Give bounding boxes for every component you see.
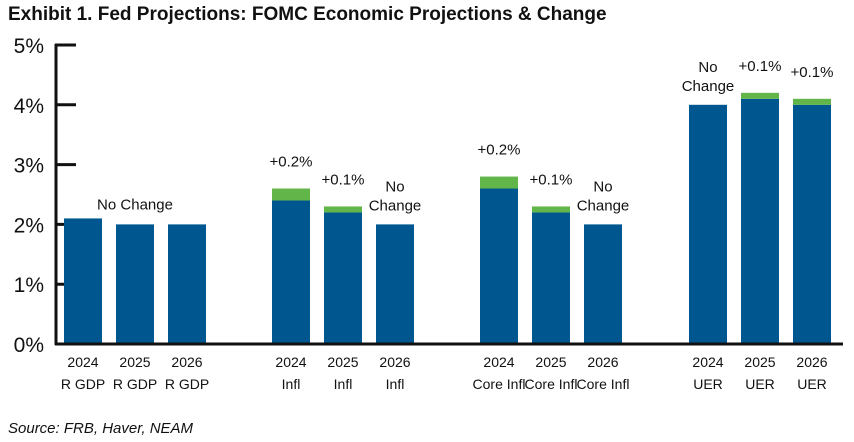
bar-annotation: No bbox=[698, 59, 717, 76]
y-tick-label: 3% bbox=[14, 155, 44, 178]
bar-annotation: +0.1% bbox=[530, 171, 573, 188]
x-tick-year: 2024 bbox=[692, 354, 723, 370]
x-tick-year: 2026 bbox=[587, 354, 618, 370]
bar-base bbox=[116, 224, 154, 344]
x-tick-year: 2026 bbox=[171, 354, 202, 370]
bar-annotation: No bbox=[593, 178, 612, 195]
x-tick-category: Core Infl bbox=[577, 376, 630, 392]
x-tick-category: UER bbox=[745, 376, 775, 392]
bar-change bbox=[480, 176, 518, 189]
x-tick-category: Core Infl bbox=[525, 376, 578, 392]
x-tick-category: R GDP bbox=[165, 376, 209, 392]
x-tick-year: 2024 bbox=[275, 354, 306, 370]
annotations: No Change +0.2% +0.1% No Change +0.2% +0.1% No C… bbox=[97, 58, 833, 215]
bar-base bbox=[741, 98, 779, 344]
y-tick-label: 1% bbox=[14, 274, 44, 297]
x-axis-labels: 2024 R GDP 2025 R GDP 2026 R GDP 2024 Infl 2025 I… bbox=[61, 354, 828, 392]
bar-base bbox=[64, 218, 102, 344]
x-tick-year: 2025 bbox=[119, 354, 150, 370]
x-tick-category: UER bbox=[693, 376, 723, 392]
x-tick-category: Infl bbox=[334, 376, 353, 392]
bar-annotation: No Change bbox=[97, 196, 173, 213]
bar-annotation: No bbox=[385, 178, 404, 195]
bar-base bbox=[793, 104, 831, 344]
bar-change bbox=[741, 92, 779, 99]
bar-change bbox=[324, 206, 362, 213]
bars bbox=[64, 92, 831, 344]
source-note: Source: FRB, Haver, NEAM bbox=[8, 420, 194, 437]
x-tick-year: 2025 bbox=[327, 354, 358, 370]
bar-base bbox=[272, 200, 310, 344]
bar-annotation: +0.2% bbox=[478, 142, 521, 159]
bar-base bbox=[324, 212, 362, 344]
y-tick-label: 5% bbox=[14, 35, 44, 58]
bar-base bbox=[376, 224, 414, 344]
y-tick-label: 4% bbox=[14, 95, 44, 118]
x-tick-year: 2026 bbox=[796, 354, 827, 370]
x-tick-year: 2025 bbox=[744, 354, 775, 370]
x-tick-year: 2025 bbox=[535, 354, 566, 370]
bar-annotation: Change bbox=[682, 78, 735, 95]
bar-annotation: +0.1% bbox=[322, 171, 365, 188]
bar-base bbox=[584, 224, 622, 344]
chart-title: Exhibit 1. Fed Projections: FOMC Economi… bbox=[8, 4, 607, 25]
x-tick-category: UER bbox=[797, 376, 827, 392]
bar-change bbox=[532, 206, 570, 213]
bar-annotation: Change bbox=[369, 197, 422, 214]
y-tick-label: 0% bbox=[14, 334, 44, 357]
x-tick-year: 2026 bbox=[379, 354, 410, 370]
y-tick-label: 2% bbox=[14, 214, 44, 237]
bar-annotation: +0.1% bbox=[791, 64, 834, 81]
x-tick-category: Infl bbox=[282, 376, 301, 392]
y-axis: 0% 1% 2% 3% 4% 5% bbox=[14, 35, 76, 357]
bar-base bbox=[689, 104, 727, 344]
x-tick-category: Infl bbox=[386, 376, 405, 392]
bar-annotation: +0.1% bbox=[739, 58, 782, 75]
bar-base bbox=[532, 212, 570, 344]
x-tick-category: R GDP bbox=[61, 376, 105, 392]
bar-annotation: +0.2% bbox=[270, 154, 313, 171]
x-tick-year: 2024 bbox=[67, 354, 98, 370]
x-tick-category: R GDP bbox=[113, 376, 157, 392]
bar-change bbox=[272, 188, 310, 201]
bar-annotation: Change bbox=[577, 197, 630, 214]
x-tick-category: Core Infl bbox=[473, 376, 526, 392]
x-tick-year: 2024 bbox=[483, 354, 514, 370]
bar-change bbox=[793, 98, 831, 105]
bar-base bbox=[480, 188, 518, 344]
bar-base bbox=[168, 224, 206, 344]
